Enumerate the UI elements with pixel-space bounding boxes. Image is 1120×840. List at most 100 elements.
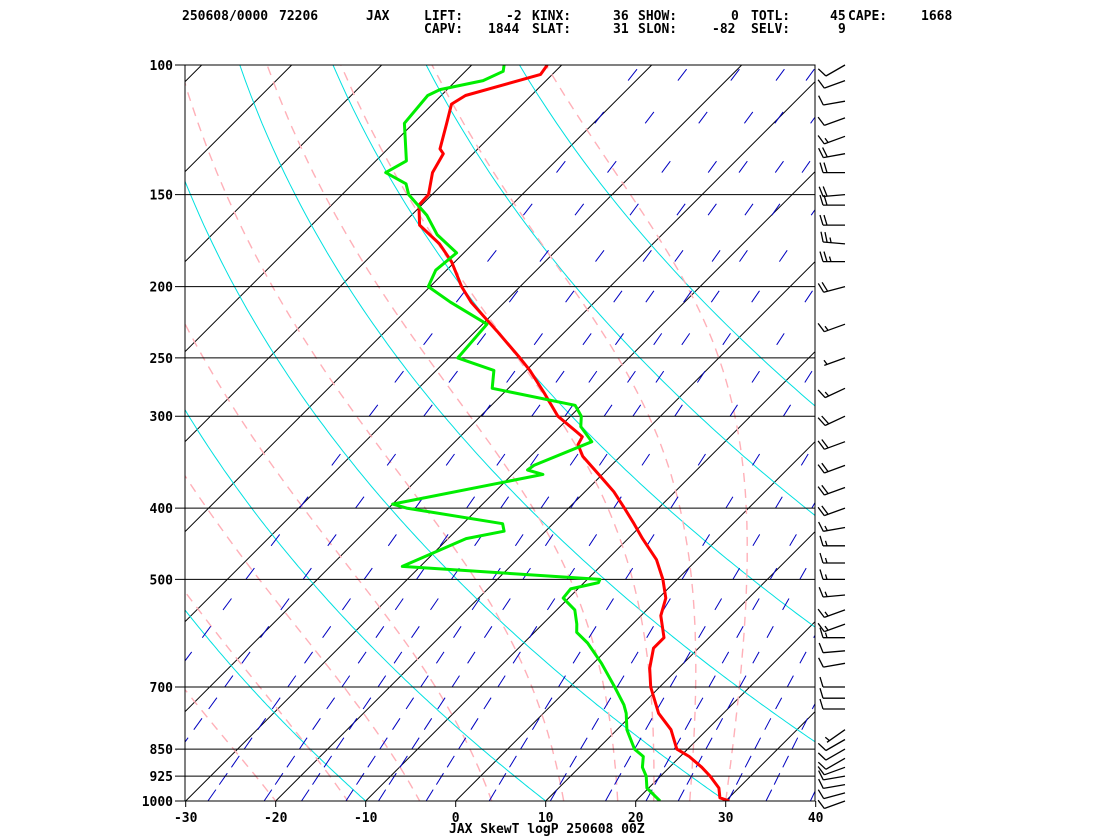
mixing-ratio-dash [783, 405, 790, 416]
mixing-ratio-dash [939, 534, 945, 545]
mixing-ratio-dash [454, 626, 462, 637]
mixing-ratio-dash [801, 454, 808, 465]
mixing-ratio-dash [1004, 291, 1011, 302]
mixing-ratio-dash [507, 371, 515, 382]
mixing-ratio-dash [389, 773, 396, 784]
mixing-ratio-dash [1008, 405, 1014, 416]
isotherm-line [0, 49, 578, 817]
wind-barb [818, 80, 845, 88]
mixing-ratio-dash [962, 568, 968, 579]
mixing-ratio-dash [892, 161, 900, 172]
mixing-ratio-dash [670, 676, 677, 687]
mixing-ratio-dash [985, 161, 992, 172]
moist-adiabat-line [26, 65, 428, 817]
mixing-ratio-dash [436, 652, 444, 663]
mixing-ratio-dash [545, 698, 552, 709]
mixing-ratio-dash [991, 204, 998, 215]
mixing-ratio-dash [615, 773, 621, 784]
mixing-ratio-dash [313, 718, 321, 729]
mixing-ratio-dash [570, 454, 578, 465]
mixing-ratio-dash [880, 568, 886, 579]
mixing-ratio-dash [530, 626, 537, 637]
mixing-ratio-dash [1027, 371, 1033, 382]
mixing-ratio-dash [766, 790, 772, 801]
mixing-ratio-dash [380, 738, 388, 749]
plot-frame [185, 65, 815, 801]
mixing-ratio-dash [328, 534, 336, 545]
mixing-ratio-dash [1065, 371, 1071, 382]
mixing-ratio-dash [706, 738, 712, 749]
mixing-ratio-dash [744, 112, 752, 123]
mixing-ratio-dash [1048, 333, 1054, 344]
mixing-ratio-dash [446, 454, 454, 465]
mixing-ratio-dash [261, 626, 269, 637]
mixing-ratio-dash [678, 69, 687, 80]
mixing-ratio-dash [979, 333, 986, 344]
mixing-ratio-dash [841, 69, 849, 80]
mixing-ratio-dash [745, 756, 751, 767]
mixing-ratio-dash [559, 676, 566, 687]
mixing-ratio-dash [1036, 291, 1043, 302]
mixing-ratio-dash [323, 626, 331, 637]
mixing-ratio-dash [313, 773, 321, 784]
mixing-ratio-dash [599, 454, 607, 465]
mixing-ratio-dash [106, 756, 114, 767]
wind-barb [820, 536, 845, 546]
mixing-ratio-dash [855, 790, 860, 801]
mixing-ratio-dash [1029, 250, 1036, 261]
mixing-ratio-dash [770, 568, 777, 579]
mixing-ratio-dash [510, 756, 517, 767]
wind-barbs [818, 65, 845, 809]
mixing-ratio-dash [358, 652, 366, 663]
moist-adiabat-line [92, 65, 497, 817]
mixing-ratio-dash [792, 738, 798, 749]
mixing-ratio-dash [671, 497, 678, 508]
mixing-ratio-dash [889, 718, 894, 729]
wind-barb [819, 522, 845, 531]
mixing-ratio-dash [675, 250, 683, 261]
mixing-ratio-dash [775, 112, 783, 123]
mixing-ratio-dash [288, 676, 296, 687]
mixing-ratio-dash [845, 718, 851, 729]
mixing-ratio-dash [501, 497, 509, 508]
wind-barb [818, 416, 845, 426]
wind-barb [821, 232, 845, 244]
mixing-ratio-dash [963, 291, 970, 302]
wind-barb [818, 749, 845, 760]
mixing-ratio-dash [532, 405, 540, 416]
mixing-ratio-dash [498, 676, 505, 687]
wind-barb [824, 358, 845, 366]
mixing-ratio-dash [678, 790, 684, 801]
mixing-ratio-dash [937, 333, 944, 344]
mixing-ratio-dash [521, 738, 528, 749]
mixing-ratio-dash [928, 250, 935, 261]
wind-barb [818, 623, 845, 631]
mixing-ratio-dash [776, 497, 783, 508]
mixing-ratio-dash [824, 676, 830, 687]
isotherm-line [170, 49, 938, 817]
mixing-ratio-dash [394, 652, 402, 663]
wind-barb [819, 148, 845, 158]
mixing-ratio-dash [395, 599, 403, 610]
moist-adiabat-line [546, 65, 747, 817]
mixing-ratio-dash [737, 626, 744, 637]
mixing-ratio-dash [883, 250, 890, 261]
mixing-ratio-dash [805, 291, 813, 302]
mixing-ratio-dash [589, 534, 597, 545]
mixing-ratio-dash [774, 773, 780, 784]
mixing-ratio-dash [406, 698, 414, 709]
y-tick-label: 100 [150, 59, 174, 74]
mixing-ratio-dash [959, 497, 965, 508]
mixing-ratio-dash [208, 790, 216, 801]
x-tick-label: -20 [264, 811, 288, 826]
mixing-ratio-dash [581, 738, 588, 749]
mixing-ratio-dash [736, 773, 742, 784]
wind-barb [820, 553, 845, 563]
dry-adiabat-line [234, 49, 931, 817]
mixing-ratio-dash [503, 599, 511, 610]
mixing-ratio-dash [662, 161, 671, 172]
mixing-ratio-dash [832, 250, 840, 261]
mixing-ratio-dash [898, 698, 903, 709]
mixing-ratio-dash [1017, 112, 1024, 123]
